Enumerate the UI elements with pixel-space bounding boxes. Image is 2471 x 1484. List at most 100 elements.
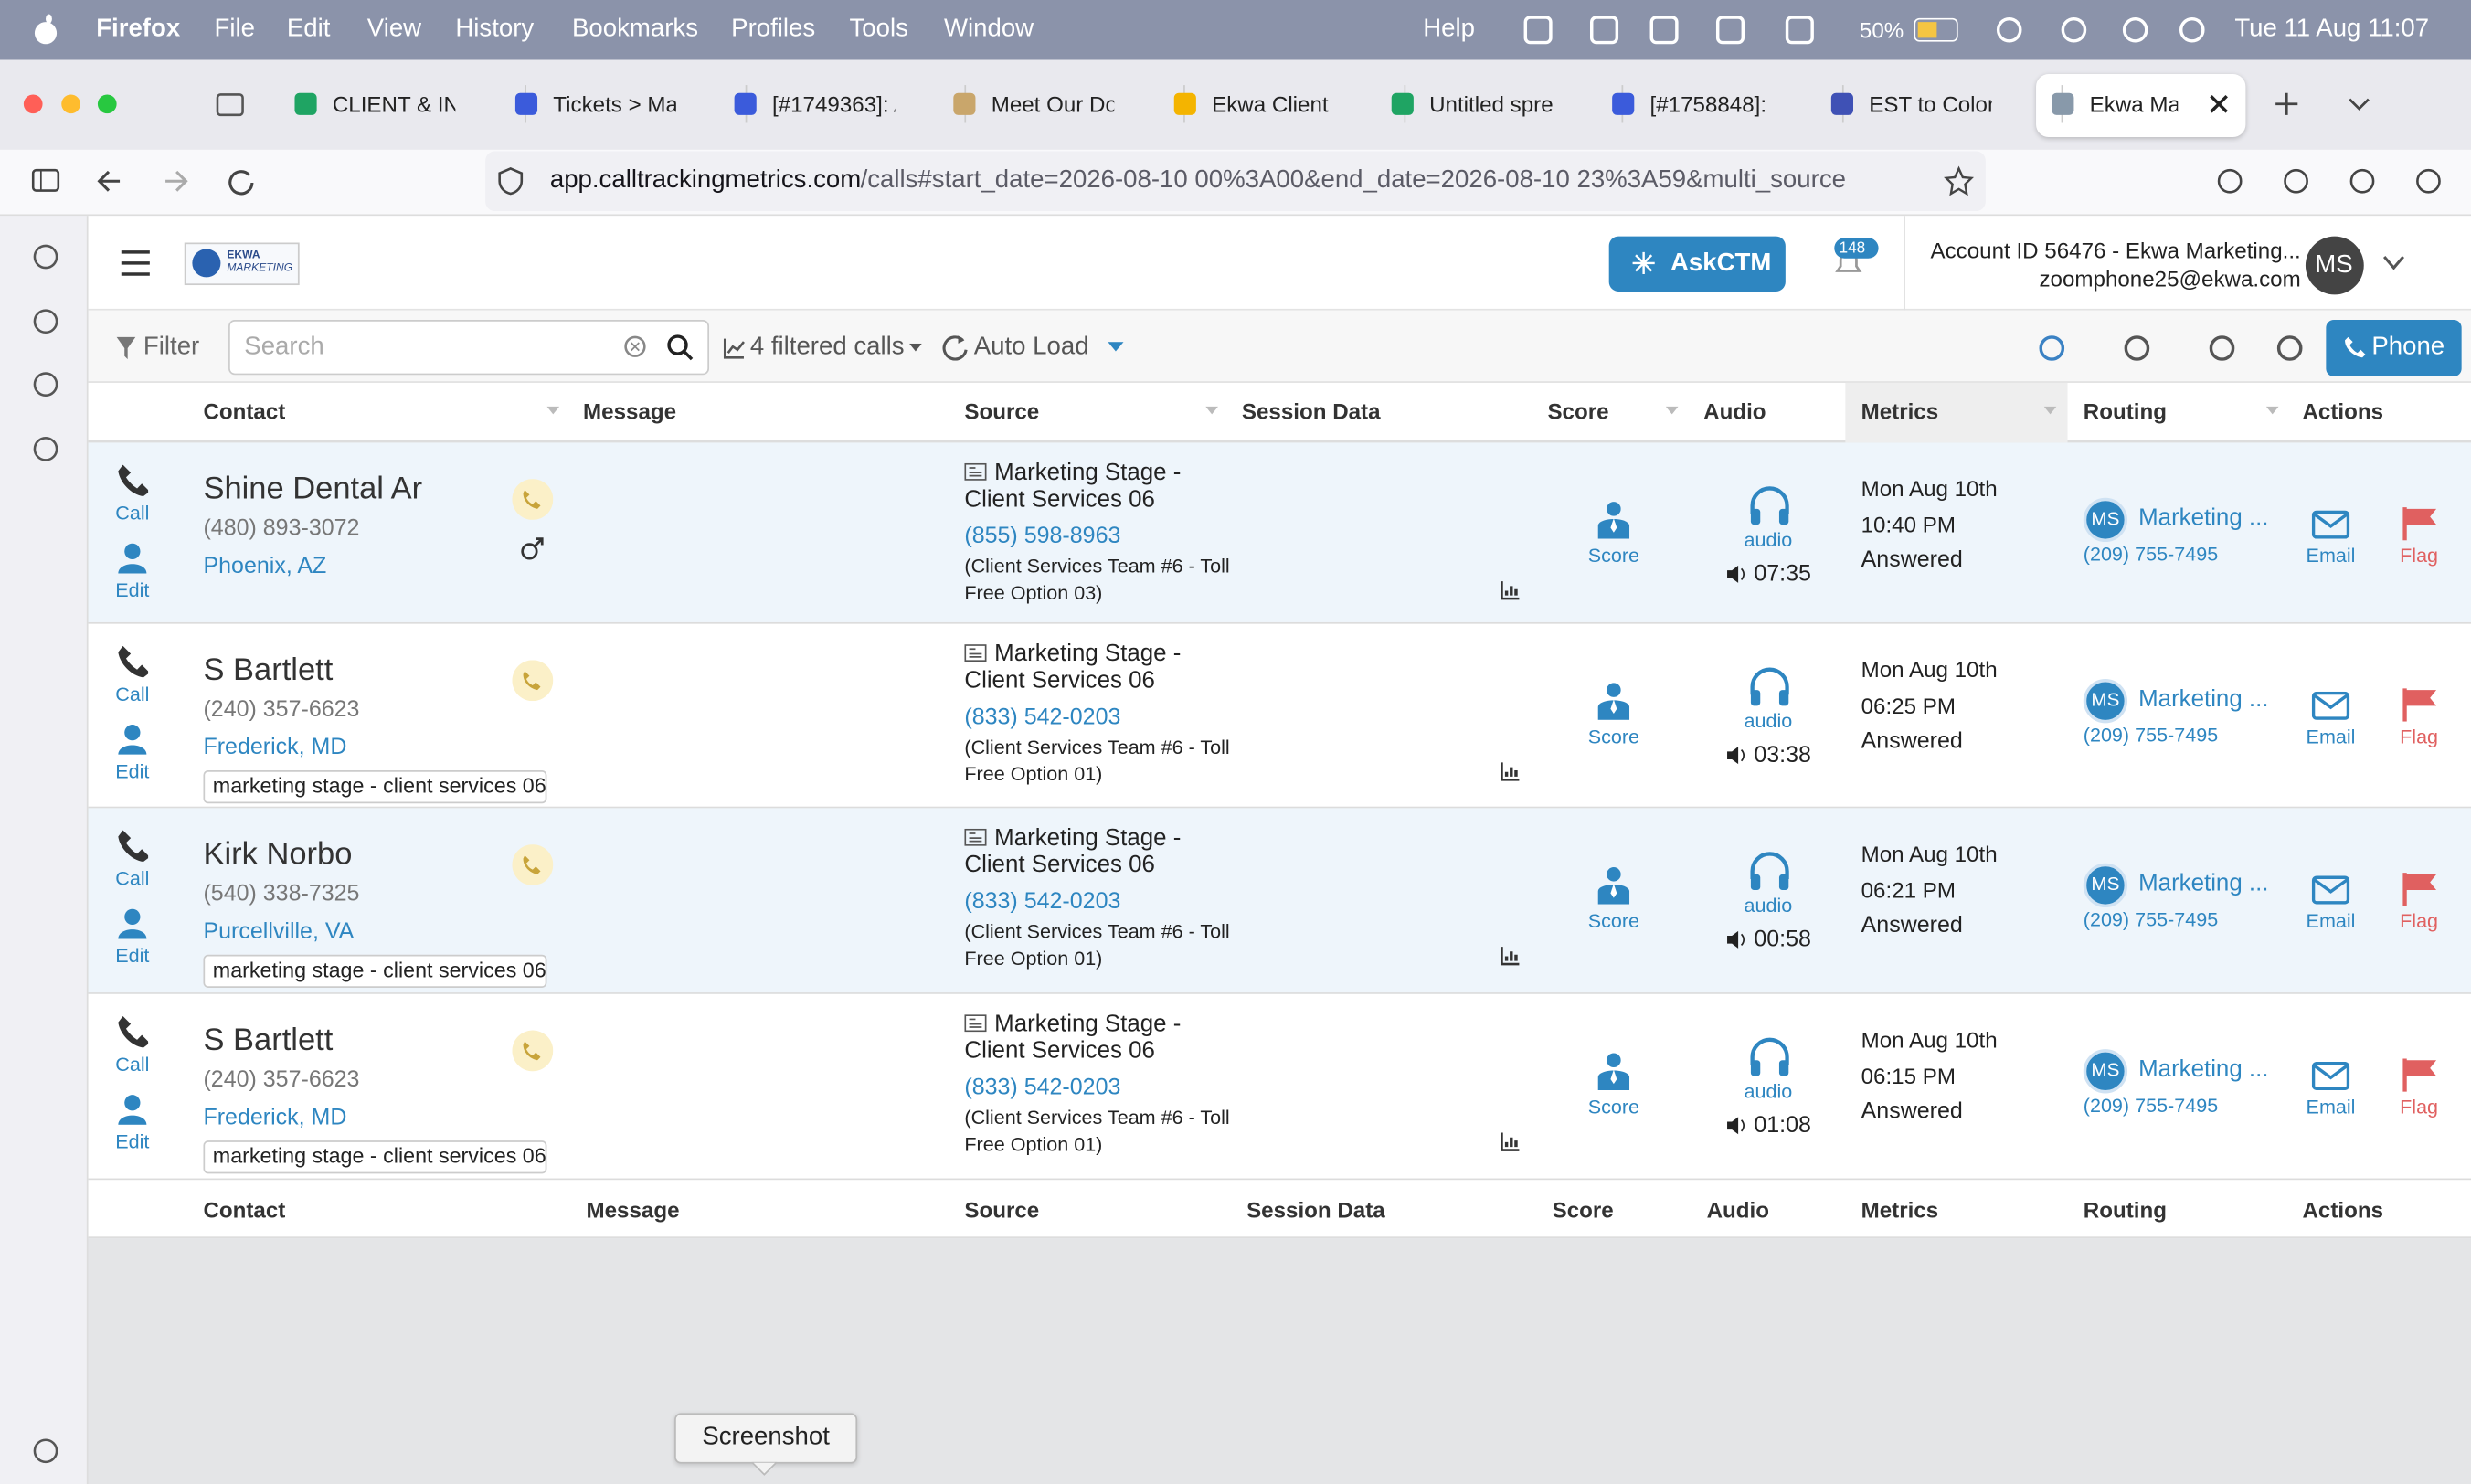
menu-item[interactable]: File xyxy=(214,15,255,43)
score-icon[interactable] xyxy=(1597,1053,1630,1091)
audio-link[interactable]: audio xyxy=(1744,894,1793,917)
menu-item[interactable]: Help xyxy=(1423,15,1475,43)
audio-icon[interactable] xyxy=(1747,851,1791,892)
tab-title[interactable]: CLIENT & INTE xyxy=(332,90,456,117)
edit-contact-icon[interactable] xyxy=(117,907,148,939)
filter-button[interactable]: Filter xyxy=(143,334,200,361)
flag-link[interactable]: Flag xyxy=(2400,545,2439,567)
bookmark-star[interactable] xyxy=(1943,165,1975,196)
flag-icon[interactable] xyxy=(2402,505,2439,541)
routing-name[interactable]: Marketing ... xyxy=(2138,685,2269,713)
menu-toggle[interactable] xyxy=(120,249,151,277)
window-control[interactable] xyxy=(96,93,118,115)
call-link[interactable]: Call xyxy=(115,1054,150,1076)
score-link[interactable]: Score xyxy=(1587,726,1640,748)
filter-icon[interactable] xyxy=(115,335,137,361)
source-number[interactable]: (833) 542-0203 xyxy=(964,889,1121,916)
filtered-calls[interactable]: 4 filtered calls xyxy=(749,334,905,361)
audio-link[interactable]: audio xyxy=(1744,1080,1793,1103)
menu-item[interactable]: Profiles xyxy=(731,15,816,43)
sort-caret[interactable] xyxy=(1205,406,1219,416)
sidebar-icon[interactable] xyxy=(30,433,61,464)
sort-caret[interactable] xyxy=(546,406,560,416)
tab-overview[interactable] xyxy=(215,89,246,120)
flag-link[interactable]: Flag xyxy=(2400,726,2439,748)
audio-link[interactable]: audio xyxy=(1744,710,1793,733)
menu-item[interactable]: Edit xyxy=(286,15,331,43)
nav-button[interactable] xyxy=(159,165,190,196)
edit-link[interactable]: Edit xyxy=(115,945,150,968)
contact-location[interactable]: Purcellville, VA xyxy=(203,919,355,945)
edit-contact-icon[interactable] xyxy=(117,1093,148,1125)
call-link[interactable]: Call xyxy=(115,867,150,890)
call-link[interactable]: Call xyxy=(115,683,150,706)
flag-icon[interactable] xyxy=(2402,871,2439,906)
routing-name[interactable]: Marketing ... xyxy=(2138,504,2269,532)
email-icon[interactable] xyxy=(2311,510,2350,539)
edit-contact-icon[interactable] xyxy=(117,723,148,755)
email-icon[interactable] xyxy=(2311,691,2350,720)
routing-phone[interactable]: (209) 755-7495 xyxy=(2083,543,2219,566)
column-header[interactable]: Score xyxy=(1547,398,1609,424)
source-number[interactable]: (833) 542-0203 xyxy=(964,1075,1121,1101)
edit-contact-icon[interactable] xyxy=(117,542,148,574)
contact-location[interactable]: Frederick, MD xyxy=(203,1105,347,1131)
score-icon[interactable] xyxy=(1597,682,1630,720)
edit-link[interactable]: Edit xyxy=(115,579,150,602)
toolbar-button[interactable] xyxy=(2347,165,2378,196)
flag-icon[interactable] xyxy=(2402,687,2439,722)
tab-list[interactable] xyxy=(2347,93,2372,115)
flag-link[interactable]: Flag xyxy=(2400,1096,2439,1118)
tab-title[interactable]: Ekwa Marke xyxy=(2089,90,2179,117)
flag-icon[interactable] xyxy=(2402,1057,2439,1092)
routing-name[interactable]: Marketing ... xyxy=(2138,870,2269,897)
sidebar-icon[interactable] xyxy=(30,305,61,336)
column-header[interactable]: Actions xyxy=(2302,398,2384,424)
account-menu[interactable] xyxy=(2382,255,2405,270)
contact-location[interactable]: Phoenix, AZ xyxy=(203,554,327,579)
nav-button[interactable] xyxy=(30,165,61,196)
call-icon[interactable] xyxy=(117,1014,149,1049)
nav-button[interactable] xyxy=(226,165,257,196)
session-chart-icon[interactable] xyxy=(1501,1131,1521,1151)
contact-location[interactable]: Frederick, MD xyxy=(203,735,347,761)
url-bar[interactable] xyxy=(485,151,1986,212)
search-icon[interactable] xyxy=(666,334,694,361)
menu-item[interactable]: Tools xyxy=(849,15,908,43)
email-link[interactable]: Email xyxy=(2306,545,2356,567)
edit-link[interactable]: Edit xyxy=(115,760,150,783)
call-icon[interactable] xyxy=(117,463,149,498)
tab-title[interactable]: Tickets > Mana xyxy=(553,90,676,117)
toolbar-tool[interactable] xyxy=(2275,333,2310,364)
routing-phone[interactable]: (209) 755-7495 xyxy=(2083,724,2219,747)
tab-title[interactable]: Untitled sprea xyxy=(1429,90,1553,117)
autoload-icon[interactable] xyxy=(941,333,970,361)
score-link[interactable]: Score xyxy=(1587,545,1640,567)
column-header[interactable]: Routing xyxy=(2083,398,2167,424)
search-box[interactable] xyxy=(228,319,710,376)
call-icon[interactable] xyxy=(117,644,149,679)
menu-item[interactable]: Window xyxy=(943,15,1034,43)
score-link[interactable]: Score xyxy=(1587,1096,1640,1118)
autoload[interactable]: Auto Load xyxy=(973,334,1089,361)
edit-link[interactable]: Edit xyxy=(115,1130,150,1153)
column-header[interactable]: Metrics xyxy=(1861,398,1939,424)
column-header[interactable]: Contact xyxy=(203,398,286,424)
flag-link[interactable]: Flag xyxy=(2400,910,2439,933)
tab-title[interactable]: EST to Colomb xyxy=(1869,90,1992,117)
window-control[interactable] xyxy=(22,93,44,115)
session-chart-icon[interactable] xyxy=(1501,945,1521,966)
audio-icon[interactable] xyxy=(1747,485,1791,526)
routing-phone[interactable]: (209) 755-7495 xyxy=(2083,1094,2219,1117)
score-icon[interactable] xyxy=(1597,501,1630,539)
source-number[interactable]: (833) 542-0203 xyxy=(964,705,1121,731)
avatar[interactable] xyxy=(2305,236,2364,295)
routing-name[interactable]: Marketing ... xyxy=(2138,1055,2269,1084)
window-control[interactable] xyxy=(60,93,82,115)
email-icon[interactable] xyxy=(2311,1061,2350,1091)
routing-phone[interactable]: (209) 755-7495 xyxy=(2083,908,2219,931)
email-link[interactable]: Email xyxy=(2306,910,2356,933)
toolbar-button[interactable] xyxy=(2280,165,2311,196)
audio-link[interactable]: audio xyxy=(1744,528,1793,552)
sidebar-icon[interactable] xyxy=(30,1436,61,1467)
